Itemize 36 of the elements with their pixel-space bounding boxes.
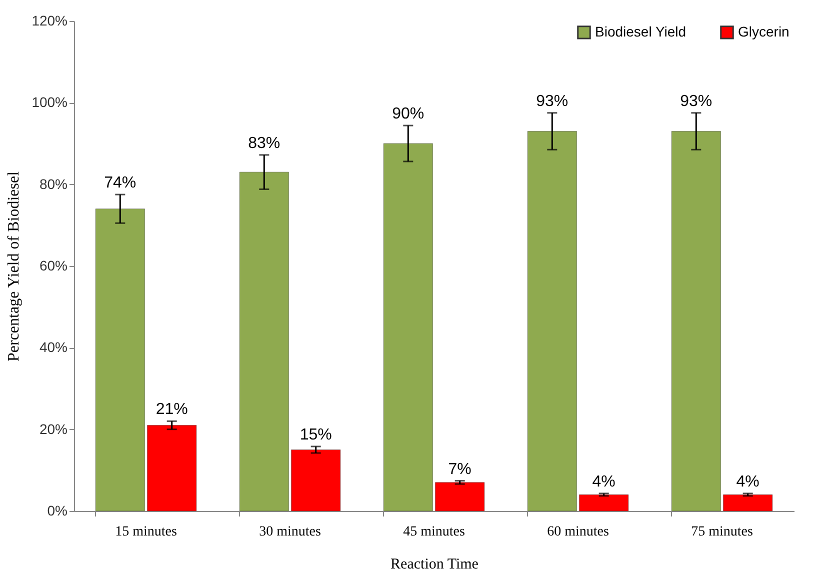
legend-label: Biodiesel Yield bbox=[595, 23, 686, 40]
y-tick-label: 40% bbox=[39, 339, 68, 356]
x-axis-title: Reaction Time bbox=[390, 556, 479, 572]
bar bbox=[527, 131, 577, 512]
x-tick-label: 75 minutes bbox=[691, 524, 753, 540]
bar bbox=[95, 208, 145, 512]
bar bbox=[671, 131, 721, 512]
y-axis-title: Percentage Yield of Biodiesel bbox=[6, 170, 23, 362]
y-tick-label: 80% bbox=[39, 176, 68, 192]
data-label: 7% bbox=[448, 460, 472, 478]
data-label: 93% bbox=[536, 92, 568, 110]
x-tick-label: 30 minutes bbox=[259, 524, 321, 540]
data-label: 74% bbox=[104, 174, 136, 192]
bar bbox=[579, 494, 629, 512]
data-label: 83% bbox=[248, 134, 280, 152]
bar bbox=[435, 482, 485, 512]
x-tick-label: 60 minutes bbox=[547, 524, 609, 540]
bar bbox=[383, 143, 433, 512]
data-label: 90% bbox=[392, 106, 424, 123]
data-label: 4% bbox=[736, 473, 760, 490]
bar bbox=[147, 425, 197, 512]
data-label: 21% bbox=[156, 401, 188, 418]
y-tick-label: 0% bbox=[47, 502, 68, 518]
y-tick-label: 20% bbox=[39, 420, 68, 437]
x-tick-label: 45 minutes bbox=[403, 524, 465, 540]
legend-label: Glycerin bbox=[738, 23, 790, 40]
y-tick-label: 100% bbox=[32, 94, 68, 110]
bar bbox=[723, 494, 773, 512]
data-label: 93% bbox=[680, 92, 712, 110]
y-tick-label: 120% bbox=[32, 12, 68, 28]
bar bbox=[291, 450, 341, 512]
data-label: 4% bbox=[592, 473, 616, 490]
data-label: 15% bbox=[300, 426, 332, 444]
y-tick-label: 60% bbox=[39, 258, 68, 274]
x-tick-label: 15 minutes bbox=[115, 524, 177, 540]
bar bbox=[239, 172, 289, 512]
